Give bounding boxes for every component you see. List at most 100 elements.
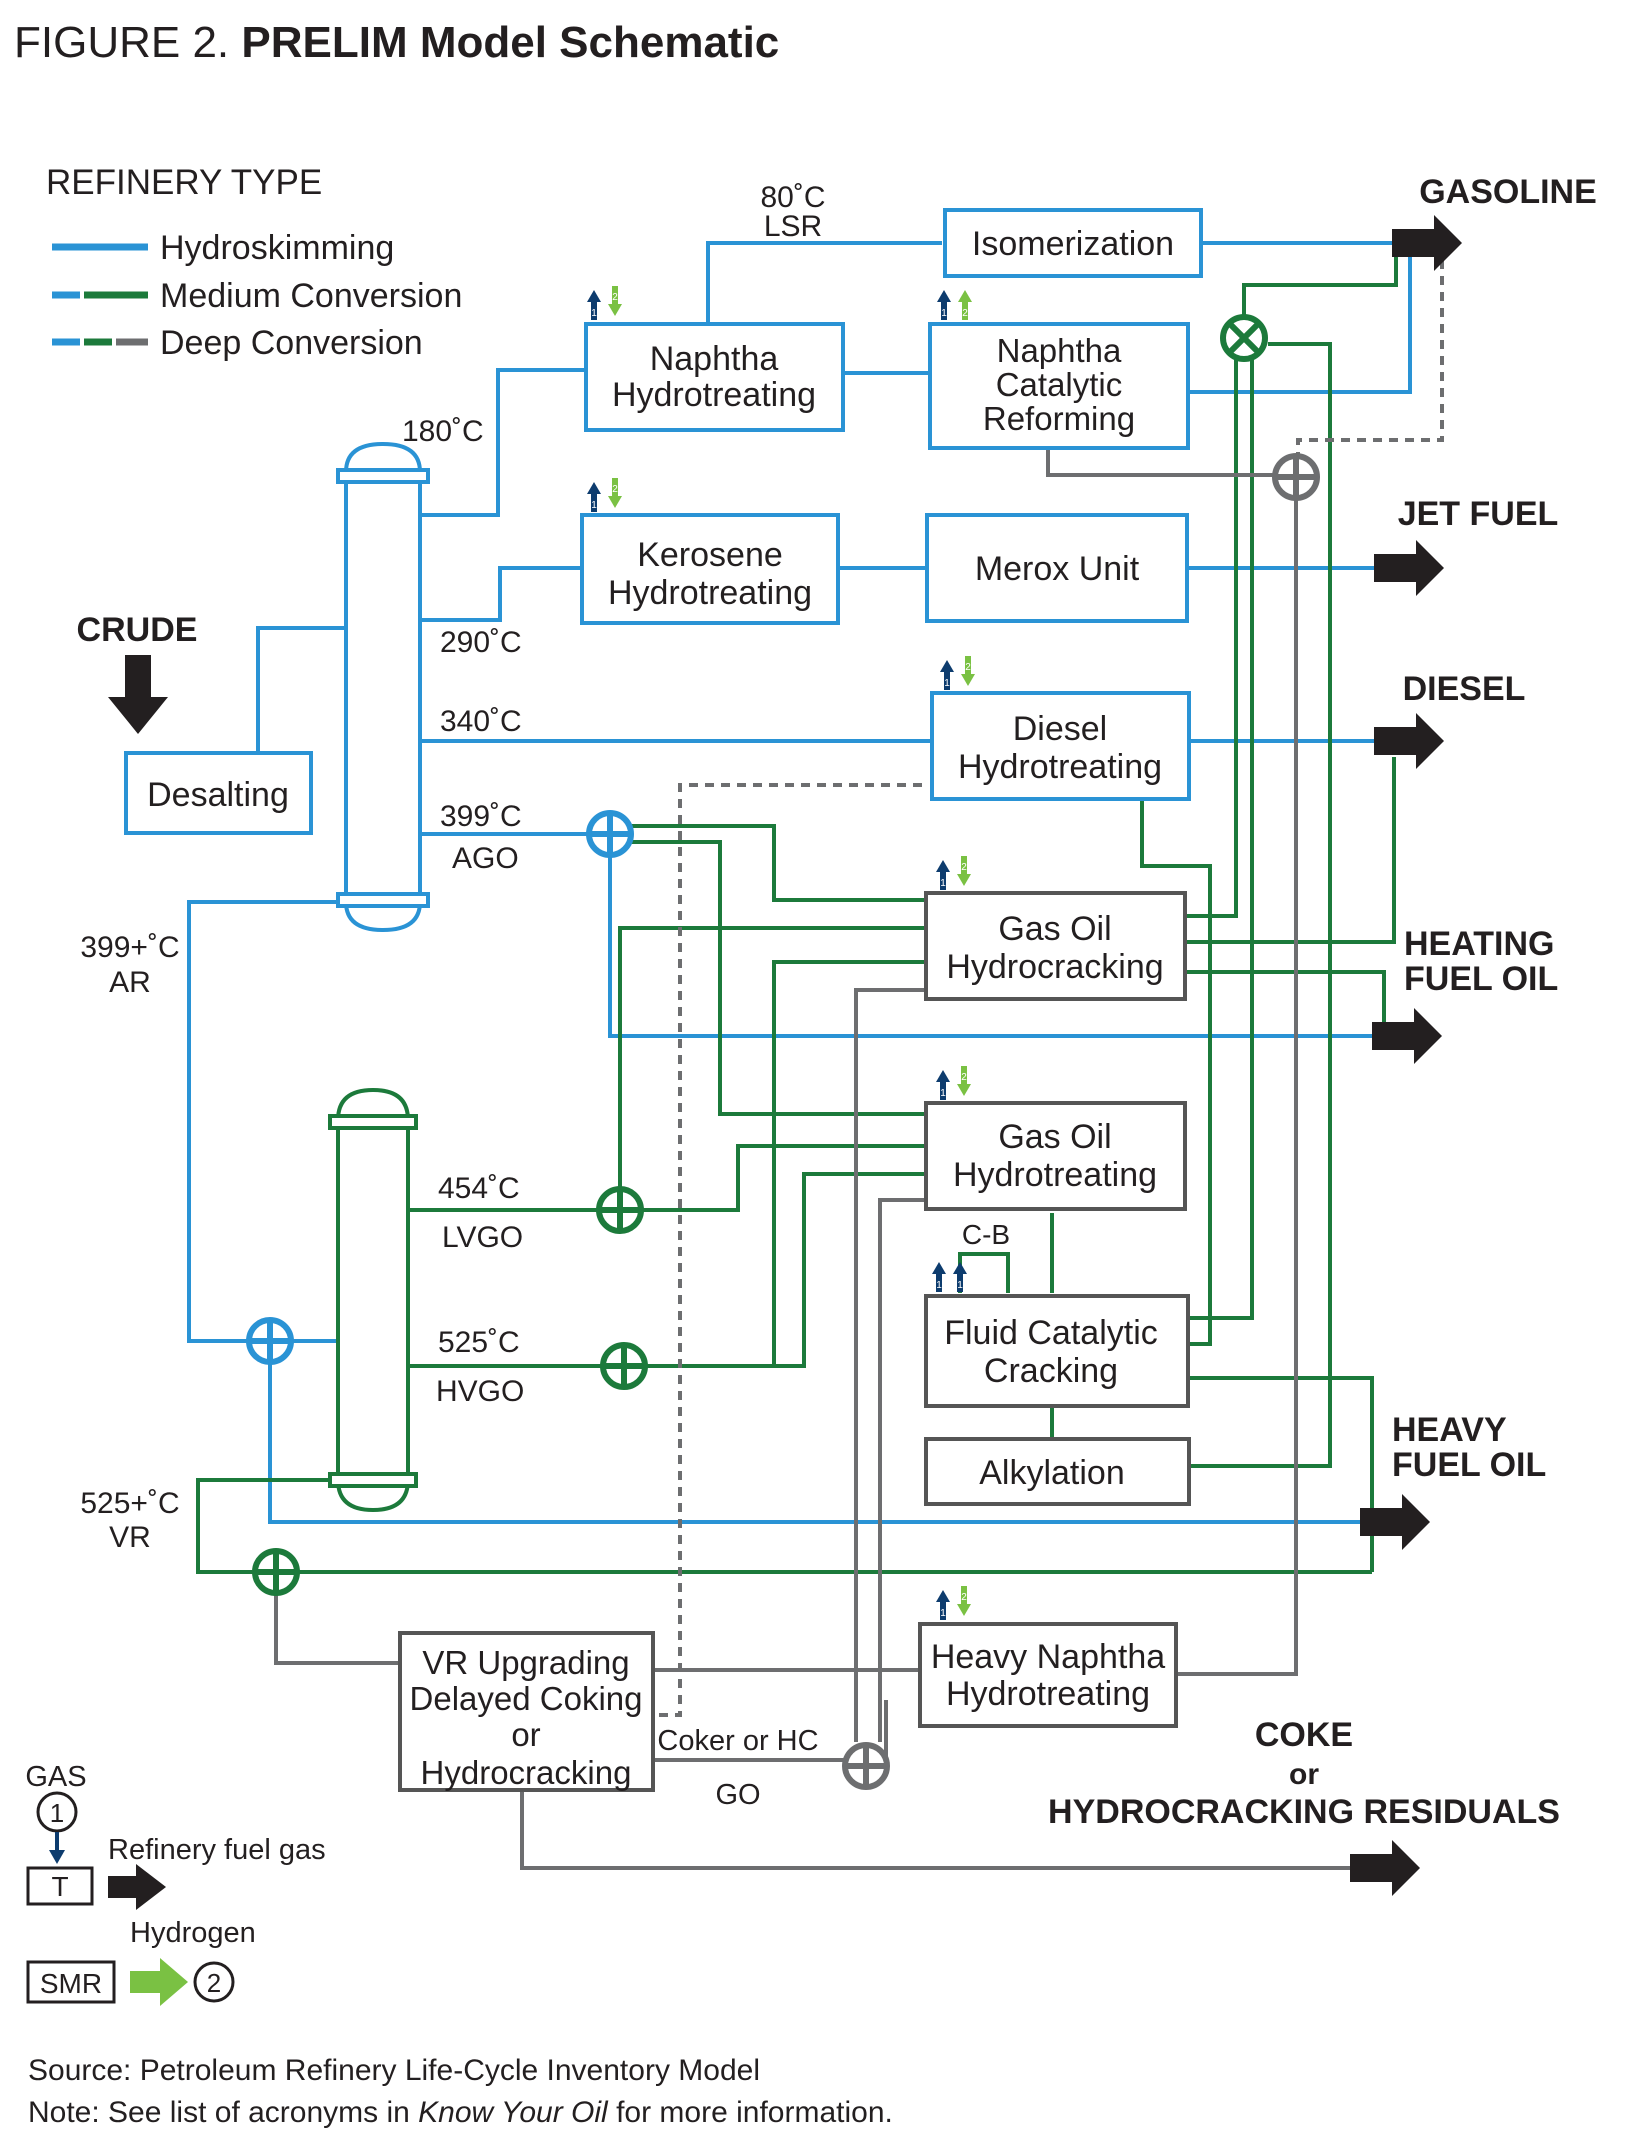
lvgo-splitter <box>596 1186 644 1234</box>
gasoil-mixer <box>842 1742 890 1790</box>
unit-merox: Merox Unit <box>925 513 1189 623</box>
utilities-key: GAS 1 T Refinery fuel gas Hydrogen SMR 2 <box>25 1761 326 2006</box>
unit-gasoil-hydrocracking: Gas Oil Hydrocracking <box>924 891 1187 1001</box>
svg-text:Naphtha: Naphtha <box>997 332 1122 369</box>
ar-label: AR <box>109 966 151 999</box>
hydrogen-label: Hydrogen <box>130 1917 256 1949</box>
svg-text:Delayed Coking: Delayed Coking <box>410 1680 643 1717</box>
smr-label: SMR <box>40 1968 102 1999</box>
svg-text:Isomerization: Isomerization <box>972 225 1174 263</box>
source-note: Source: Petroleum Refinery Life-Cycle In… <box>28 2054 760 2087</box>
svg-text:Diesel: Diesel <box>1013 710 1107 748</box>
product-heating-fuel-oil: FUEL OIL <box>1404 960 1558 998</box>
ar-temp: 399+˚C <box>80 931 179 964</box>
unit-kerosene-hydrotreating: Kerosene Hydrotreating <box>580 513 840 625</box>
product-heavy: HEAVY <box>1392 1411 1507 1449</box>
unit-naphtha-reforming: Naphtha Catalytic Reforming <box>928 322 1190 450</box>
unit-naphtha-hydrotreating: Naphtha Hydrotreating <box>584 322 845 432</box>
figure-title: FIGURE 2. PRELIM Model Schematic <box>14 18 779 67</box>
temp-454: 454˚C <box>438 1172 520 1205</box>
svg-text:Gas Oil: Gas Oil <box>998 910 1111 948</box>
temp-290: 290˚C <box>440 626 522 659</box>
t-label: T <box>51 1871 68 1902</box>
diesel-arrow <box>1374 713 1444 769</box>
product-jet-fuel: JET FUEL <box>1398 495 1559 533</box>
gas-label: GAS <box>25 1761 86 1793</box>
go-label: GO <box>715 1779 760 1811</box>
svg-text:or: or <box>511 1716 540 1753</box>
unit-desalting: Desalting <box>124 751 313 835</box>
jet-fuel-arrow <box>1374 540 1444 596</box>
unit-vr-upgrading: VR Upgrading Delayed Coking or Hydrocrac… <box>398 1631 655 1792</box>
fuel-gas-label: Refinery fuel gas <box>108 1834 326 1866</box>
product-coke-or: or <box>1289 1758 1319 1791</box>
coke-arrow <box>1350 1840 1420 1896</box>
svg-text:Hydrotreating: Hydrotreating <box>608 574 812 612</box>
lvgo-label: LVGO <box>442 1221 523 1254</box>
svg-text:VR Upgrading: VR Upgrading <box>422 1644 629 1681</box>
vr-label: VR <box>109 1521 151 1554</box>
acronym-note: Note: See list of acronyms in Know Your … <box>28 2096 893 2129</box>
product-coke: COKE <box>1255 1716 1353 1754</box>
temp-180: 180˚C <box>402 415 484 448</box>
vr-splitter <box>252 1548 300 1596</box>
svg-text:Heavy Naphtha: Heavy Naphtha <box>931 1638 1165 1676</box>
unit-isomerization: Isomerization <box>943 208 1203 278</box>
hydrogen-markers: 1 1 <box>587 286 975 1620</box>
svg-text:Naphtha: Naphtha <box>650 340 779 378</box>
crude-input: CRUDE <box>77 611 198 734</box>
vacuum-tower <box>328 1087 418 1513</box>
svg-text:Hydrocracking: Hydrocracking <box>946 948 1163 986</box>
temp-525: 525˚C <box>438 1326 520 1359</box>
ago-label: AGO <box>452 842 519 875</box>
svg-text:1: 1 <box>957 1280 963 1291</box>
naphtha-mixer <box>1272 453 1320 501</box>
mixers <box>246 314 1320 1790</box>
stream-labels: 80˚C LSR 180˚C 290˚C 340˚C 399˚C AGO 399… <box>80 181 1010 1811</box>
legend-deep-conversion: Deep Conversion <box>160 324 423 362</box>
product-diesel: DIESEL <box>1403 670 1526 708</box>
unit-gasoil-hydrotreating: Gas Oil Hydrotreating <box>924 1101 1187 1211</box>
legend-hydroskimming: Hydroskimming <box>160 229 394 267</box>
unit-alkylation: Alkylation <box>924 1437 1191 1506</box>
product-heavy-fuel-oil: FUEL OIL <box>1392 1446 1546 1484</box>
legend-medium-conversion: Medium Conversion <box>160 277 462 315</box>
svg-text:Cracking: Cracking <box>984 1352 1118 1390</box>
hvgo-label: HVGO <box>436 1375 524 1408</box>
crude-label: CRUDE <box>77 611 198 649</box>
products: GASOLINE JET FUEL DIESEL HEATING FUEL OI… <box>1048 173 1597 1896</box>
atmospheric-tower <box>336 441 430 933</box>
svg-text:Fluid Catalytic: Fluid Catalytic <box>944 1314 1158 1352</box>
gasoline-arrow <box>1392 215 1462 271</box>
ar-splitter <box>246 1317 294 1365</box>
lsr-label: LSR <box>764 210 822 243</box>
svg-text:Desalting: Desalting <box>147 776 289 814</box>
svg-text:Catalytic: Catalytic <box>996 366 1123 403</box>
gas-number: 1 <box>50 1798 64 1828</box>
ago-splitter <box>586 810 634 858</box>
product-heating: HEATING <box>1404 925 1554 963</box>
svg-text:Hydrotreating: Hydrotreating <box>953 1156 1157 1194</box>
svg-text:Gas Oil: Gas Oil <box>998 1118 1111 1156</box>
unit-heavy-naphtha-hydrotreating: Heavy Naphtha Hydrotreating <box>918 1622 1178 1728</box>
gasoline-blender <box>1220 314 1268 362</box>
hydrogen-number: 2 <box>207 1968 221 1998</box>
svg-text:1: 1 <box>936 1280 942 1291</box>
cb-label: C-B <box>962 1219 1010 1250</box>
temp-340: 340˚C <box>440 705 522 738</box>
svg-text:Hydrotreating: Hydrotreating <box>946 1675 1150 1713</box>
hvgo-splitter <box>600 1342 648 1390</box>
svg-text:Reforming: Reforming <box>983 400 1135 437</box>
svg-text:Kerosene: Kerosene <box>637 536 783 574</box>
flow-lines <box>187 241 1444 1870</box>
unit-fcc: Fluid Catalytic Cracking <box>924 1294 1190 1408</box>
svg-text:Merox Unit: Merox Unit <box>975 550 1140 588</box>
coker-hc-label: Coker or HC <box>657 1725 818 1757</box>
legend-heading: REFINERY TYPE <box>46 163 322 202</box>
lsr-temp: 80˚C <box>760 181 825 214</box>
svg-text:Hydrotreating: Hydrotreating <box>958 748 1162 786</box>
unit-diesel-hydrotreating: Diesel Hydrotreating <box>930 691 1191 801</box>
svg-text:Alkylation: Alkylation <box>979 1454 1125 1492</box>
vr-temp: 525+˚C <box>80 1487 179 1520</box>
